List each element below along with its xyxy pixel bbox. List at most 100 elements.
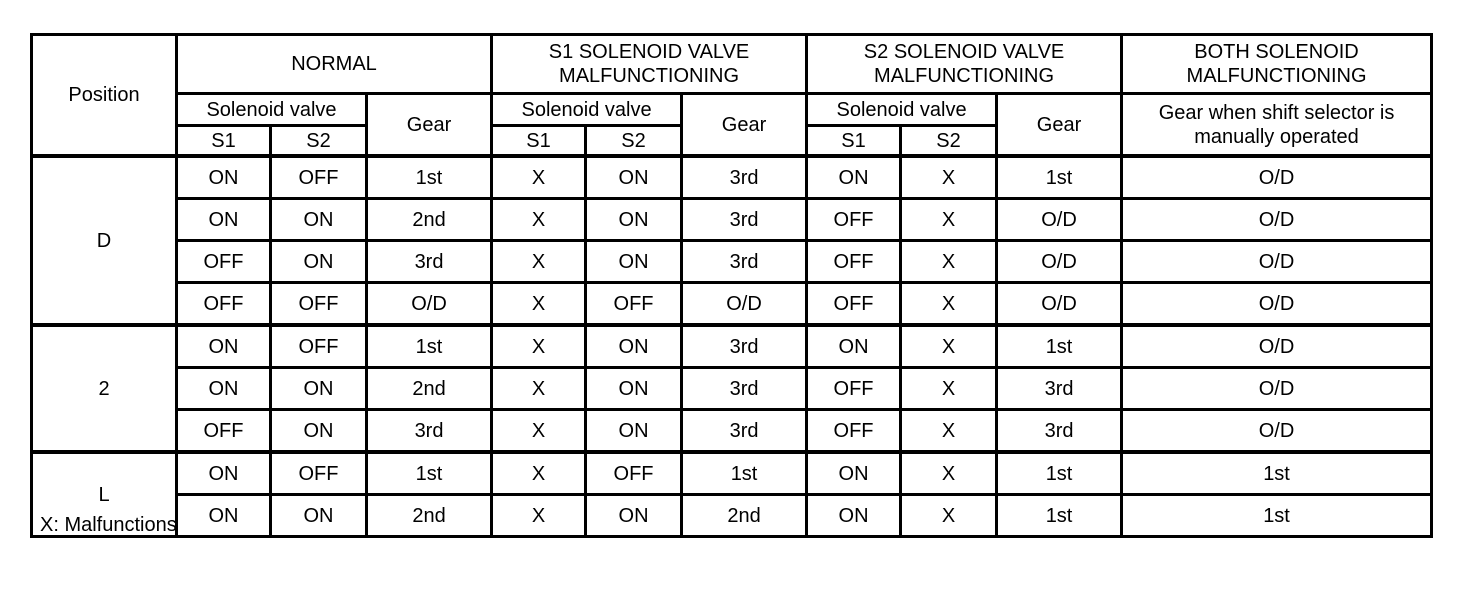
cell-s1mal-gear: O/D xyxy=(680,281,809,327)
cell-s1mal-s1: X xyxy=(490,450,588,496)
cell-s2mal-gear: 1st xyxy=(995,323,1124,369)
cell-s2mal-gear: 3rd xyxy=(995,408,1124,454)
subheader-gear-normal: Gear xyxy=(364,92,494,158)
cell-s1mal-gear: 3rd xyxy=(680,366,809,411)
cell-s1mal-s2: ON xyxy=(584,323,684,369)
table-row: OFF ON 3rd X ON 3rd OFF X 3rd O/D xyxy=(32,408,1434,454)
subheader-s2-s1mal: S2 xyxy=(584,124,684,158)
cell-normal-s2: OFF xyxy=(269,450,368,496)
cell-s2mal-s1: OFF xyxy=(805,408,903,454)
cell-both-gear: O/D xyxy=(1120,366,1434,411)
cell-s1mal-gear: 3rd xyxy=(680,239,809,284)
solenoid-gear-table: Position NORMAL S1 SOLENOID VALVE MALFUN… xyxy=(30,33,1434,538)
cell-s2mal-gear: 1st xyxy=(995,154,1124,200)
cell-normal-gear: 3rd xyxy=(364,239,494,284)
subheader-solenoid-valve-normal: Solenoid valve xyxy=(175,92,368,127)
subheader-gear-manual: Gear when shift selector is manually ope… xyxy=(1120,92,1434,158)
subheader-solenoid-valve-s2mal: Solenoid valve xyxy=(805,92,999,127)
cell-s2mal-gear: 3rd xyxy=(995,366,1124,411)
cell-s2mal-s1: OFF xyxy=(805,197,903,242)
cell-s1mal-s2: ON xyxy=(584,154,684,200)
cell-s1mal-s1: X xyxy=(490,408,588,454)
cell-s2mal-gear: 1st xyxy=(995,450,1124,496)
cell-s1mal-gear: 1st xyxy=(680,450,809,496)
cell-s2mal-s2: X xyxy=(899,450,999,496)
table-row: OFF OFF O/D X OFF O/D OFF X O/D O/D xyxy=(32,281,1434,327)
cell-normal-s2: ON xyxy=(269,239,368,284)
cell-s2mal-s2: X xyxy=(899,408,999,454)
cell-s1mal-s2: ON xyxy=(584,239,684,284)
position-cell-d: D xyxy=(30,154,178,327)
cell-s2mal-s1: ON xyxy=(805,493,903,538)
cell-normal-gear: 3rd xyxy=(364,408,494,454)
table-row: ON ON 2nd X ON 3rd OFF X 3rd O/D xyxy=(32,366,1434,411)
table-row: ON ON 2nd X ON 2nd ON X 1st 1st xyxy=(32,493,1434,538)
cell-s2mal-s2: X xyxy=(899,323,999,369)
cell-s2mal-s2: X xyxy=(899,366,999,411)
cell-s1mal-s1: X xyxy=(490,493,588,538)
col-header-position: Position xyxy=(30,33,178,158)
cell-both-gear: O/D xyxy=(1120,197,1434,242)
cell-s1mal-s2: OFF xyxy=(584,281,684,327)
subheader-s1-s1mal: S1 xyxy=(490,124,588,158)
table-row: 2 ON OFF 1st X ON 3rd ON X 1st O/D xyxy=(30,323,1434,454)
cell-s1mal-s2: ON xyxy=(584,366,684,411)
cell-s2mal-s2: X xyxy=(899,154,999,200)
position-cell-2: 2 xyxy=(30,323,178,454)
cell-both-gear: O/D xyxy=(1120,239,1434,284)
cell-normal-s2: ON xyxy=(269,366,368,411)
cell-both-gear: O/D xyxy=(1120,408,1434,454)
cell-normal-gear: 1st xyxy=(364,154,494,200)
cell-normal-s1: ON xyxy=(175,366,272,411)
cell-both-gear: O/D xyxy=(1120,154,1434,200)
cell-s2mal-s2: X xyxy=(899,281,999,327)
cell-s1mal-gear: 2nd xyxy=(680,493,809,538)
cell-s1mal-s1: X xyxy=(490,366,588,411)
cell-normal-s1: OFF xyxy=(175,408,272,454)
table-row: L ON OFF 1st X OFF 1st ON X 1st 1st xyxy=(30,450,1434,538)
cell-s2mal-s2: X xyxy=(899,197,999,242)
col-group-s2-malfunctioning: S2 SOLENOID VALVE MALFUNCTIONING xyxy=(805,33,1124,95)
subheader-solenoid-valve-s1mal: Solenoid valve xyxy=(490,92,684,127)
cell-s1mal-gear: 3rd xyxy=(680,197,809,242)
cell-normal-s2: ON xyxy=(269,493,368,538)
cell-normal-gear: 2nd xyxy=(364,493,494,538)
cell-s2mal-s1: ON xyxy=(805,323,903,369)
table-row: D ON OFF 1st X ON 3rd ON X 1st O/D xyxy=(30,154,1434,327)
subheader-s1-normal: S1 xyxy=(175,124,272,158)
subheader-s1-s2mal: S1 xyxy=(805,124,903,158)
cell-normal-s2: ON xyxy=(269,197,368,242)
cell-normal-s1: ON xyxy=(175,154,272,200)
cell-normal-s1: ON xyxy=(175,493,272,538)
cell-s2mal-s1: ON xyxy=(805,154,903,200)
cell-both-gear: O/D xyxy=(1120,281,1434,327)
cell-s2mal-gear: O/D xyxy=(995,239,1124,284)
cell-s2mal-gear: O/D xyxy=(995,281,1124,327)
cell-normal-s2: OFF xyxy=(269,281,368,327)
cell-s1mal-s1: X xyxy=(490,323,588,369)
cell-s2mal-s1: OFF xyxy=(805,281,903,327)
cell-s1mal-s1: X xyxy=(490,197,588,242)
table-row: ON ON 2nd X ON 3rd OFF X O/D O/D xyxy=(32,197,1434,242)
cell-s1mal-gear: 3rd xyxy=(680,323,809,369)
cell-s1mal-s2: OFF xyxy=(584,450,684,496)
cell-s2mal-gear: O/D xyxy=(995,197,1124,242)
position-cell-l: L xyxy=(30,450,178,538)
cell-s1mal-s2: ON xyxy=(584,197,684,242)
cell-normal-s1: OFF xyxy=(175,281,272,327)
cell-normal-s2: OFF xyxy=(269,323,368,369)
subheader-gear-s2mal: Gear xyxy=(995,92,1124,158)
cell-normal-s2: OFF xyxy=(269,154,368,200)
cell-s1mal-s1: X xyxy=(490,154,588,200)
cell-normal-gear: 2nd xyxy=(364,197,494,242)
cell-normal-s1: OFF xyxy=(175,239,272,284)
cell-normal-s2: ON xyxy=(269,408,368,454)
cell-both-gear: O/D xyxy=(1120,323,1434,369)
table-row: OFF ON 3rd X ON 3rd OFF X O/D O/D xyxy=(32,239,1434,284)
cell-s2mal-s2: X xyxy=(899,493,999,538)
legend-x-malfunctions: X: Malfunctions xyxy=(40,514,177,536)
cell-s2mal-s2: X xyxy=(899,239,999,284)
cell-normal-gear: 1st xyxy=(364,323,494,369)
cell-normal-s1: ON xyxy=(175,323,272,369)
